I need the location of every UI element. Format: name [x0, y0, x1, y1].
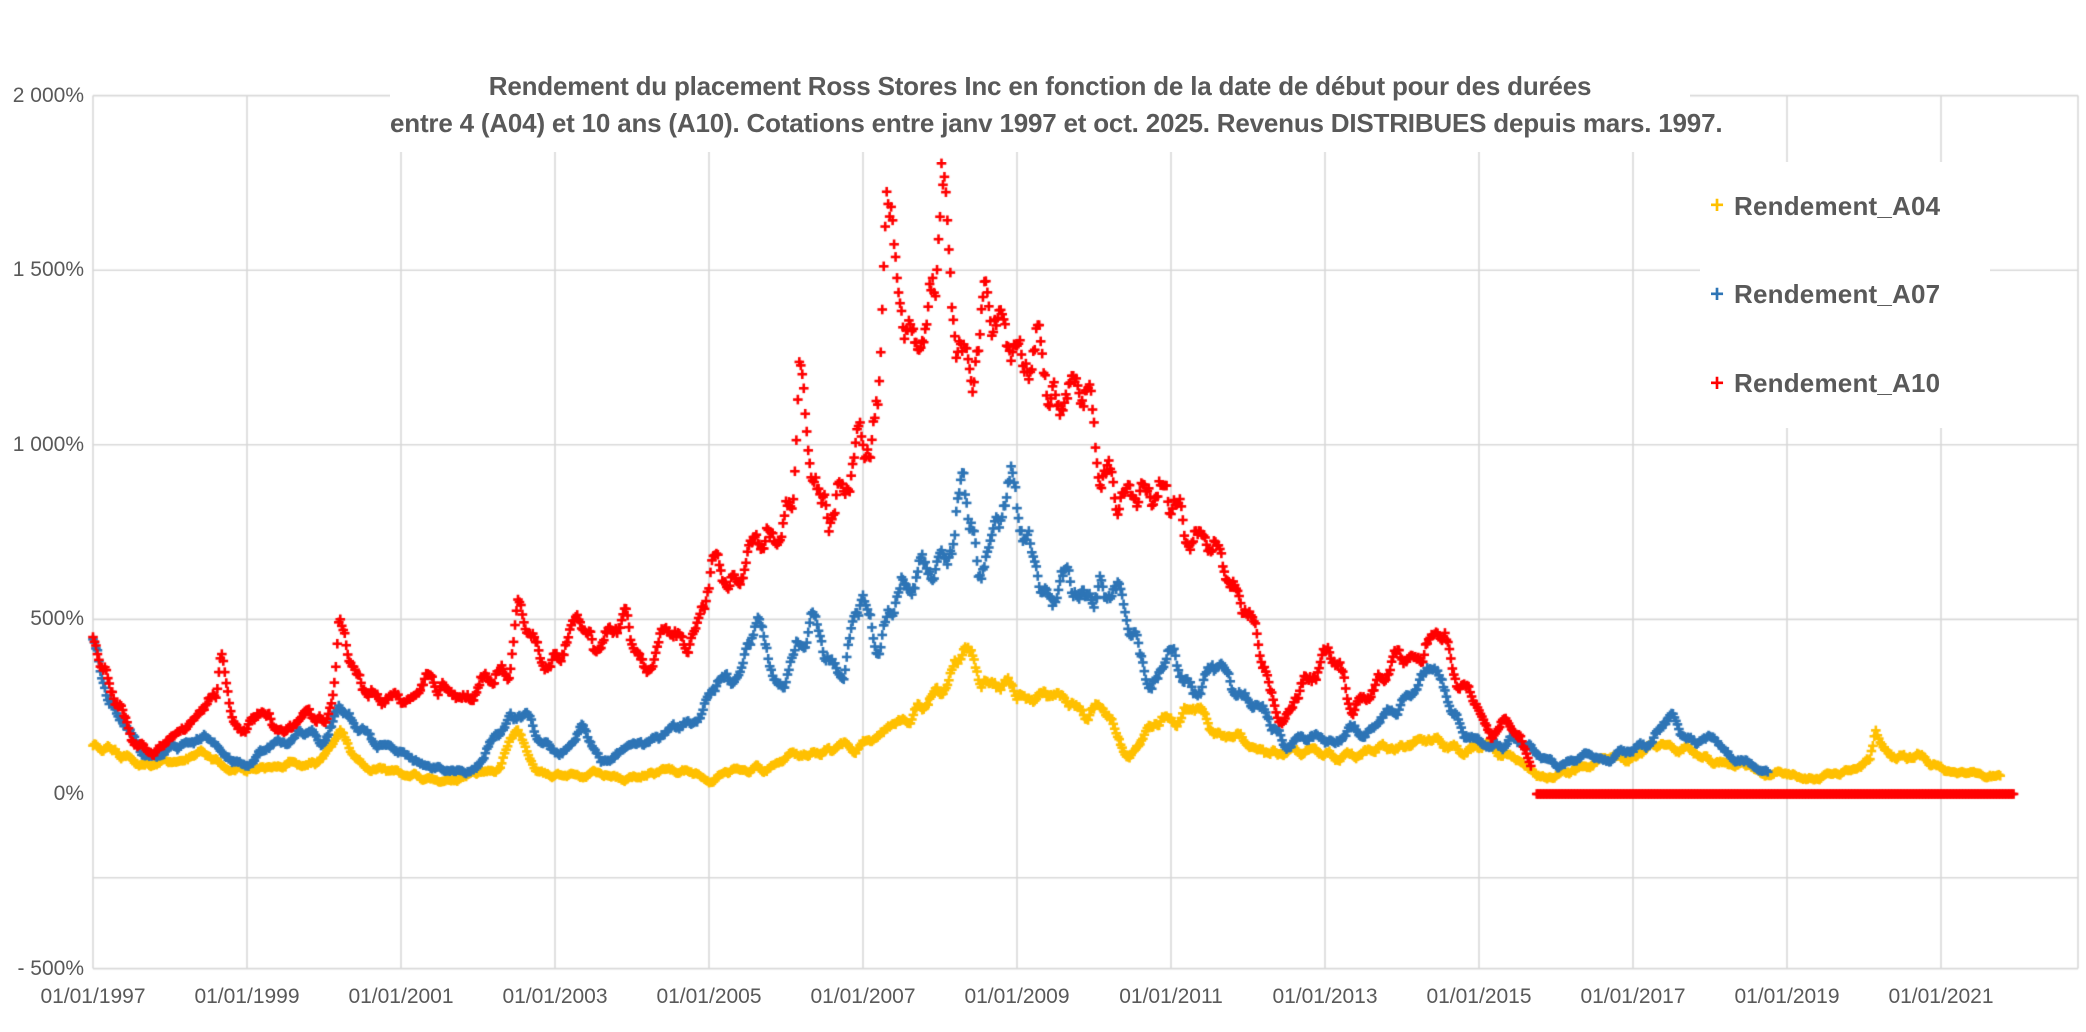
- x-axis-tick-label: 01/01/2015: [1426, 985, 1532, 1008]
- x-axis-tick-label: 01/01/2013: [1272, 985, 1378, 1008]
- legend-item-label: Rendement_A04: [1734, 190, 1941, 221]
- x-axis-tick-label: 01/01/2011: [1119, 985, 1223, 1008]
- x-axis-tick-label: 01/01/2007: [810, 985, 916, 1008]
- chart-title: Rendement du placement Ross Stores Inc e…: [390, 60, 1723, 152]
- x-axis-tick-label: 01/01/2019: [1734, 985, 1840, 1008]
- legend: + Rendement_A04 + Rendement_A07 + Rendement_A…: [1700, 162, 1990, 428]
- y-axis-tick-label: 1 500%: [12, 258, 84, 282]
- x-axis-tick-label: 01/01/2003: [502, 985, 608, 1008]
- y-axis-tick-label: - 500%: [17, 956, 84, 980]
- chart-title-line2: entre 4 (A04) et 10 ans (A10). Cotations…: [390, 108, 1723, 138]
- x-axis-tick-label: 01/01/2001: [348, 985, 454, 1008]
- x-axis-tick-label: 01/01/2009: [964, 985, 1070, 1008]
- x-axis-tick-label: 01/01/1999: [194, 985, 300, 1008]
- y-axis-tick-label: 0%: [53, 782, 84, 805]
- x-axis-tick-label: 01/01/2017: [1580, 985, 1686, 1008]
- legend-item-rendement_a10[interactable]: + Rendement_A10: [1700, 368, 1990, 399]
- legend-item-rendement_a07[interactable]: + Rendement_A07: [1700, 279, 1990, 310]
- plus-marker-icon: +: [1709, 369, 1724, 397]
- y-axis-tick-label: 500%: [30, 607, 84, 631]
- y-axis-tick-label: 2 000%: [12, 83, 84, 107]
- chart-title-line1: Rendement du placement Ross Stores Inc e…: [488, 71, 1592, 101]
- legend-item-label: Rendement_A07: [1734, 279, 1941, 310]
- plus-marker-icon: +: [1709, 280, 1724, 308]
- legend-item-label: Rendement_A10: [1734, 368, 1941, 399]
- x-axis-tick-label: 01/01/1997: [40, 985, 146, 1008]
- legend-item-rendement_a04[interactable]: + Rendement_A04: [1700, 191, 1990, 222]
- plus-marker-icon: +: [1709, 192, 1724, 220]
- x-axis-tick-label: 01/01/2005: [656, 985, 762, 1008]
- x-axis-tick-label: 01/01/2021: [1888, 985, 1994, 1008]
- y-axis-tick-label: 1 000%: [12, 432, 84, 456]
